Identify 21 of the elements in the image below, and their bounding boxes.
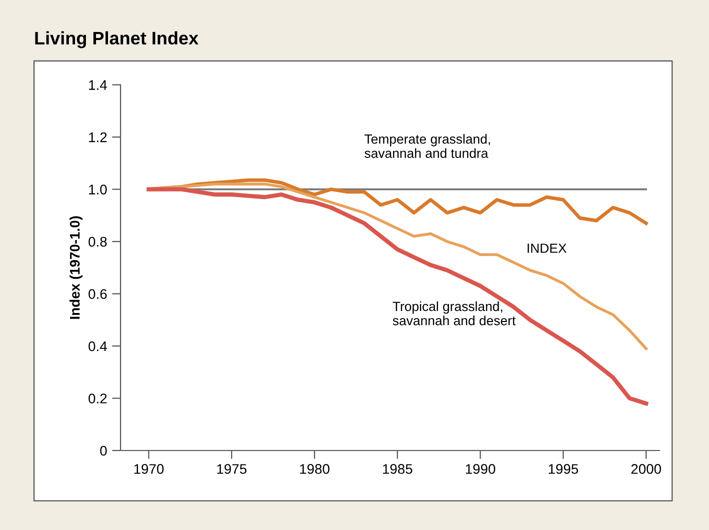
- x-tick-label: 1970: [134, 464, 164, 474]
- x-tick-label: 1995: [548, 464, 578, 474]
- y-axis-title: Index (1970-1.0): [70, 216, 82, 319]
- y-tick-label: 0.4: [88, 341, 107, 352]
- y-tick-label: 0: [100, 446, 107, 456]
- x-tick-label: 1975: [217, 464, 246, 474]
- series-label: INDEX: [528, 244, 567, 253]
- y-tick-label: 0.2: [88, 394, 107, 404]
- text: Temperate grassland, savannah and tundra: [364, 134, 490, 158]
- x-tick-label: 1990: [466, 464, 496, 474]
- y-tick-label: 1.2: [89, 132, 107, 142]
- line-series: [146, 187, 648, 406]
- y-tick-label: 0.6: [88, 289, 107, 299]
- chart-title: Living Planet Index: [35, 31, 198, 48]
- y-tick-label: 0.8: [88, 236, 107, 247]
- series-label: Tropical grassland, savannah and desert: [392, 301, 516, 326]
- x-tick-label: 2000: [631, 464, 662, 474]
- x-tick-label: 1985: [383, 464, 412, 474]
- y-tick-label: 1.4: [89, 80, 107, 90]
- x-tick-label: 1980: [300, 464, 330, 474]
- y-tick-label: 1.0: [89, 184, 107, 194]
